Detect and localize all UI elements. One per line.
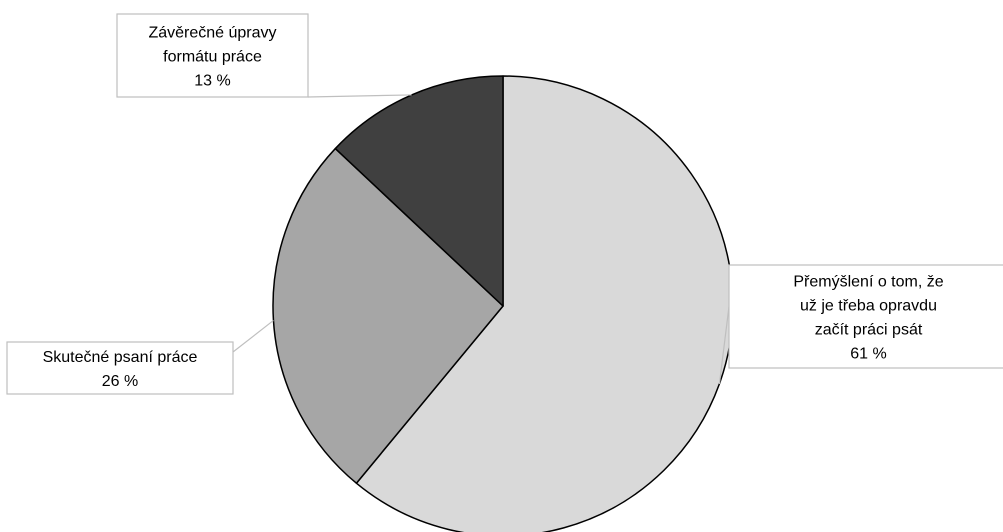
- slice-category-label-2-line-0: Závěrečné úpravy: [148, 25, 276, 42]
- slice-value-label-2: 13 %: [194, 73, 230, 90]
- callout-leader-1: [232, 319, 274, 353]
- pie-slices: [272, 75, 734, 532]
- callout-box-0: [728, 264, 1003, 369]
- callout-0: Přemýšlení o tom, že už je třeba opravdu z…: [728, 264, 1003, 369]
- slice-category-label-0-line-0: Přemýšlení o tom, že: [793, 274, 943, 291]
- callout-box-2: [116, 13, 309, 98]
- callout-leader-lines: [232, 94, 730, 384]
- pie-slice-2: [334, 75, 504, 307]
- callout-leader-2: [307, 94, 412, 98]
- slice-value-label-1: 26 %: [102, 373, 138, 390]
- callout-leader-0: [718, 306, 730, 384]
- pie-slice-0: [355, 75, 734, 532]
- slice-category-label-0-line-2: začít práci psát: [815, 322, 923, 339]
- slice-category-label-2-line-1: formátu práce: [163, 49, 262, 66]
- callout-box-1: [6, 341, 234, 395]
- callout-2: Závěrečné úpravy formátu práce 13 %: [116, 13, 309, 98]
- slice-category-label-1-line-0: Skutečné psaní práce: [43, 349, 198, 366]
- callout-labels: Přemýšlení o tom, že už je třeba opravdu z…: [6, 13, 1003, 395]
- callout-1: Skutečné psaní práce 26 %: [6, 341, 234, 395]
- slice-category-label-0-line-1: už je třeba opravdu: [800, 298, 937, 315]
- slice-value-label-0: 61 %: [850, 346, 886, 363]
